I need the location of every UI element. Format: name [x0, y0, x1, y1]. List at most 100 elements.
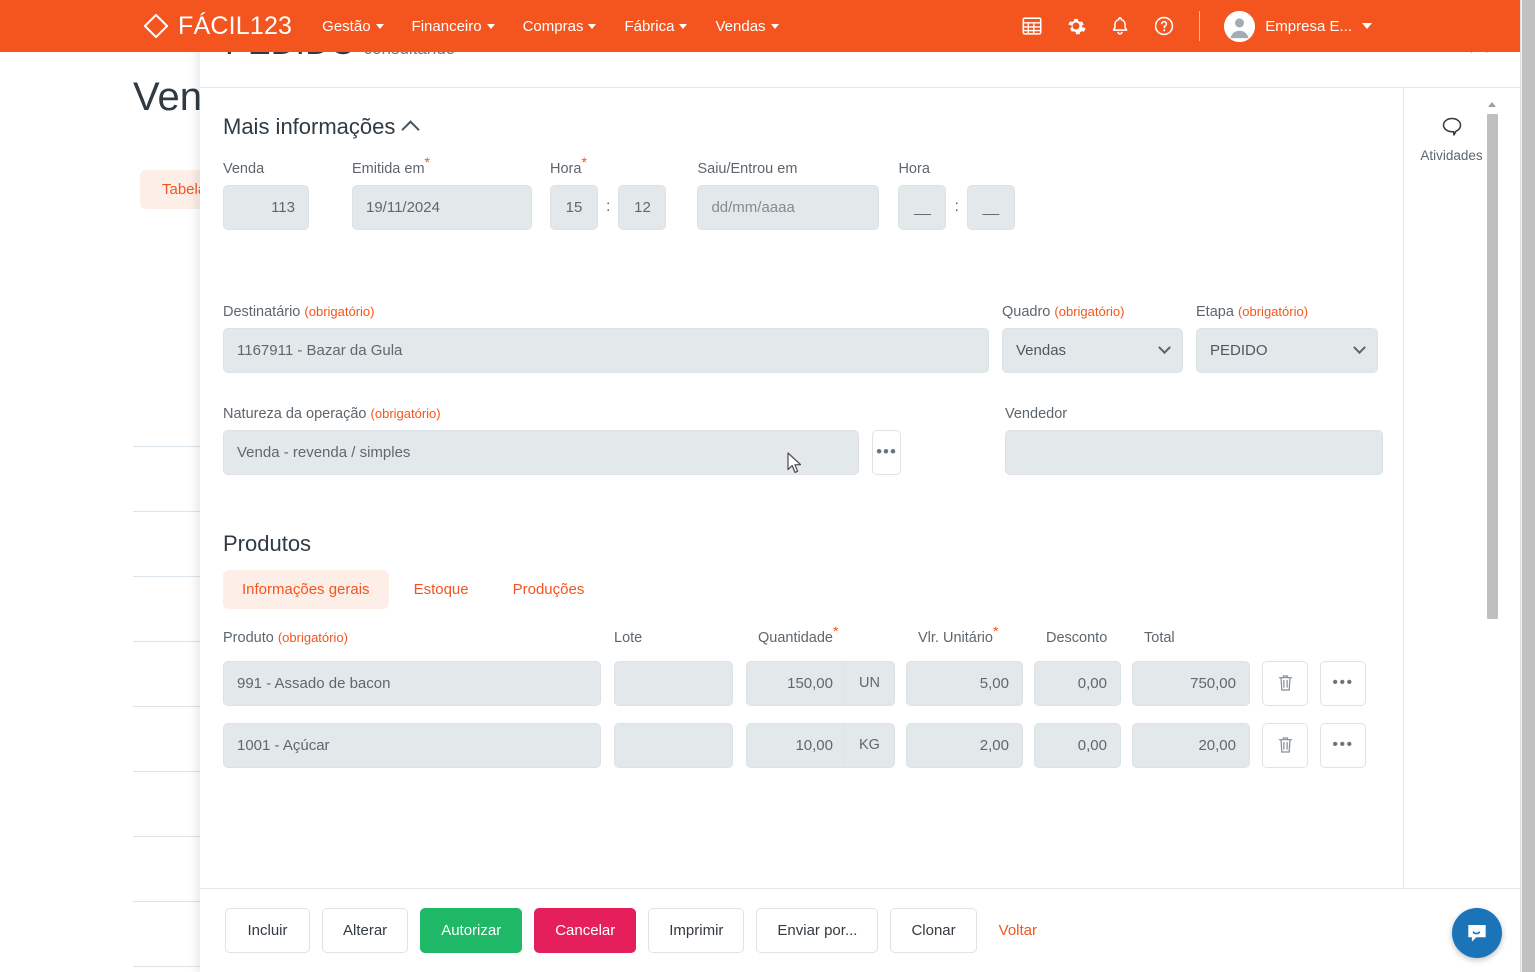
column-produto: Produto (obrigatório): [223, 630, 601, 647]
etapa-selected-value: PEDIDO: [1210, 341, 1268, 359]
label-quadro-text: Quadro: [1002, 303, 1051, 320]
column-desconto: Desconto: [1046, 629, 1108, 646]
field-hora: Hora* 15 : 12: [550, 155, 667, 230]
imprimir-button[interactable]: Imprimir: [648, 908, 745, 953]
field-vendedor: Vendedor: [1005, 406, 1383, 475]
venda-input[interactable]: 113: [223, 184, 309, 230]
incluir-button[interactable]: Incluir: [225, 908, 310, 953]
chevron-down-icon: [1158, 341, 1171, 354]
label-etapa-text: Etapa: [1196, 303, 1234, 320]
emitida-em-input[interactable]: 19/11/2024: [352, 184, 532, 230]
gear-icon[interactable]: [1065, 15, 1087, 37]
unidade-value: UN: [844, 660, 895, 706]
total-value: 20,00: [1132, 722, 1250, 768]
column-total: Total: [1144, 629, 1175, 646]
saiu-entrou-em-input[interactable]: dd/mm/aaaa: [697, 184, 880, 230]
delete-row-button[interactable]: [1262, 660, 1308, 706]
label-saiu-entrou-em: Saiu/Entrou em: [697, 161, 798, 177]
quantidade-input[interactable]: 10,00: [746, 722, 844, 768]
required-star: *: [424, 154, 430, 171]
vendedor-input[interactable]: [1005, 429, 1383, 475]
label-natureza: Natureza da operação (obrigatório): [223, 405, 859, 423]
autorizar-button[interactable]: Autorizar: [420, 908, 523, 953]
produtos-table: Produto (obrigatório) Lote Quantidade* V…: [223, 624, 1383, 768]
valor-unitario-input[interactable]: 2,00: [906, 722, 1023, 768]
user-name: Empresa E...: [1265, 17, 1352, 35]
quadro-select[interactable]: Vendas: [1002, 327, 1183, 373]
field-natureza: Natureza da operação (obrigatório) Venda…: [223, 405, 859, 475]
label-hora-2: Hora: [898, 161, 930, 177]
desconto-input[interactable]: 0,00: [1034, 722, 1121, 768]
total-value: 750,00: [1132, 660, 1250, 706]
label-natureza-text: Natureza da operação: [223, 405, 367, 422]
browser-scrollbar-thumb[interactable]: [1522, 0, 1535, 972]
activities-label: Atividades: [1420, 148, 1483, 163]
label-emitida-em-text: Emitida em: [352, 161, 425, 177]
nav-vendas[interactable]: Vendas: [715, 18, 779, 35]
produto-input[interactable]: 991 - Assado de bacon: [223, 660, 601, 706]
activities-rail: Atividades: [1403, 88, 1499, 888]
etapa-select[interactable]: PEDIDO: [1196, 327, 1378, 373]
produto-input[interactable]: 1001 - Açúcar: [223, 722, 601, 768]
grid-apps-icon[interactable]: [1021, 15, 1043, 37]
time-separator: :: [606, 198, 611, 216]
clonar-button[interactable]: Clonar: [890, 908, 977, 953]
required-note: (obrigatório): [1237, 303, 1309, 319]
lote-input[interactable]: [614, 660, 733, 706]
column-quantidade: Quantidade*: [758, 624, 907, 647]
natureza-input[interactable]: Venda - revenda / simples: [223, 429, 859, 475]
ellipsis-icon: •••: [1332, 736, 1354, 754]
unidade-value: KG: [844, 722, 895, 768]
chat-smile-icon: [1468, 924, 1486, 942]
tab-estoque[interactable]: Estoque: [413, 580, 469, 598]
required-note: (obrigatório): [1054, 303, 1125, 319]
nav-gestao[interactable]: Gestão: [322, 18, 384, 35]
modal-scrollbar[interactable]: [1487, 102, 1498, 622]
alterar-button[interactable]: Alterar: [322, 908, 409, 953]
nav-fabrica[interactable]: Fábrica: [624, 18, 688, 35]
field-quadro: Quadro (obrigatório) Vendas: [1002, 303, 1183, 373]
help-circle-icon[interactable]: [1153, 15, 1175, 37]
chevron-down-icon: [679, 23, 688, 29]
natureza-lookup-button[interactable]: •••: [872, 429, 901, 475]
chevron-up-icon[interactable]: [401, 120, 421, 139]
destinatario-input[interactable]: 1167911 - Bazar da Gula: [223, 327, 989, 373]
delete-row-button[interactable]: [1262, 722, 1308, 768]
cancelar-button[interactable]: Cancelar: [534, 908, 637, 953]
section-more-info-header[interactable]: Mais informações: [223, 114, 1383, 140]
valor-unitario-input[interactable]: 5,00: [906, 660, 1023, 706]
hora-hour-input[interactable]: 15: [550, 184, 598, 230]
browser-scrollbar[interactable]: [1520, 0, 1535, 972]
lote-input[interactable]: [614, 722, 733, 768]
form-area: Mais informações Venda 113 Emitida em* 1…: [200, 88, 1403, 888]
nav-financeiro[interactable]: Financeiro: [412, 18, 495, 35]
voltar-link[interactable]: Voltar: [998, 922, 1037, 939]
ellipsis-icon: •••: [876, 441, 897, 461]
comment-bubble-icon[interactable]: [1440, 115, 1464, 139]
scrollbar-thumb[interactable]: [1487, 114, 1498, 619]
user-menu[interactable]: Empresa E...: [1224, 10, 1372, 42]
produtos-table-header: Produto (obrigatório) Lote Quantidade* V…: [223, 624, 1383, 654]
tab-informacoes-gerais[interactable]: Informações gerais: [223, 569, 389, 609]
field-destinatario: Destinatário (obrigatório) 1167911 - Baz…: [223, 304, 989, 373]
hora-minute-input[interactable]: 12: [618, 184, 667, 230]
chevron-down-icon: [770, 23, 779, 29]
hora2-minute-input[interactable]: __: [966, 184, 1015, 230]
hora2-hour-input[interactable]: __: [898, 184, 947, 230]
trash-icon: [1278, 737, 1292, 753]
scroll-up-arrow-icon[interactable]: [1488, 102, 1496, 107]
row-more-button[interactable]: •••: [1320, 722, 1366, 768]
required-star: *: [581, 154, 587, 171]
desconto-input[interactable]: 0,00: [1034, 660, 1121, 706]
column-valor-unitario-text: Vlr. Unitário: [918, 629, 993, 646]
chat-widget-button[interactable]: [1452, 908, 1502, 958]
bell-icon[interactable]: [1109, 15, 1131, 37]
tab-producoes[interactable]: Produções: [512, 580, 585, 598]
row-more-button[interactable]: •••: [1320, 660, 1366, 706]
chevron-down-icon: [486, 23, 495, 29]
label-quadro: Quadro (obrigatório): [1002, 303, 1183, 321]
brand[interactable]: FÁCIL123: [143, 13, 292, 39]
enviar-por-button[interactable]: Enviar por...: [756, 908, 879, 953]
quantidade-input[interactable]: 150,00: [746, 660, 844, 706]
nav-compras[interactable]: Compras: [523, 18, 597, 35]
